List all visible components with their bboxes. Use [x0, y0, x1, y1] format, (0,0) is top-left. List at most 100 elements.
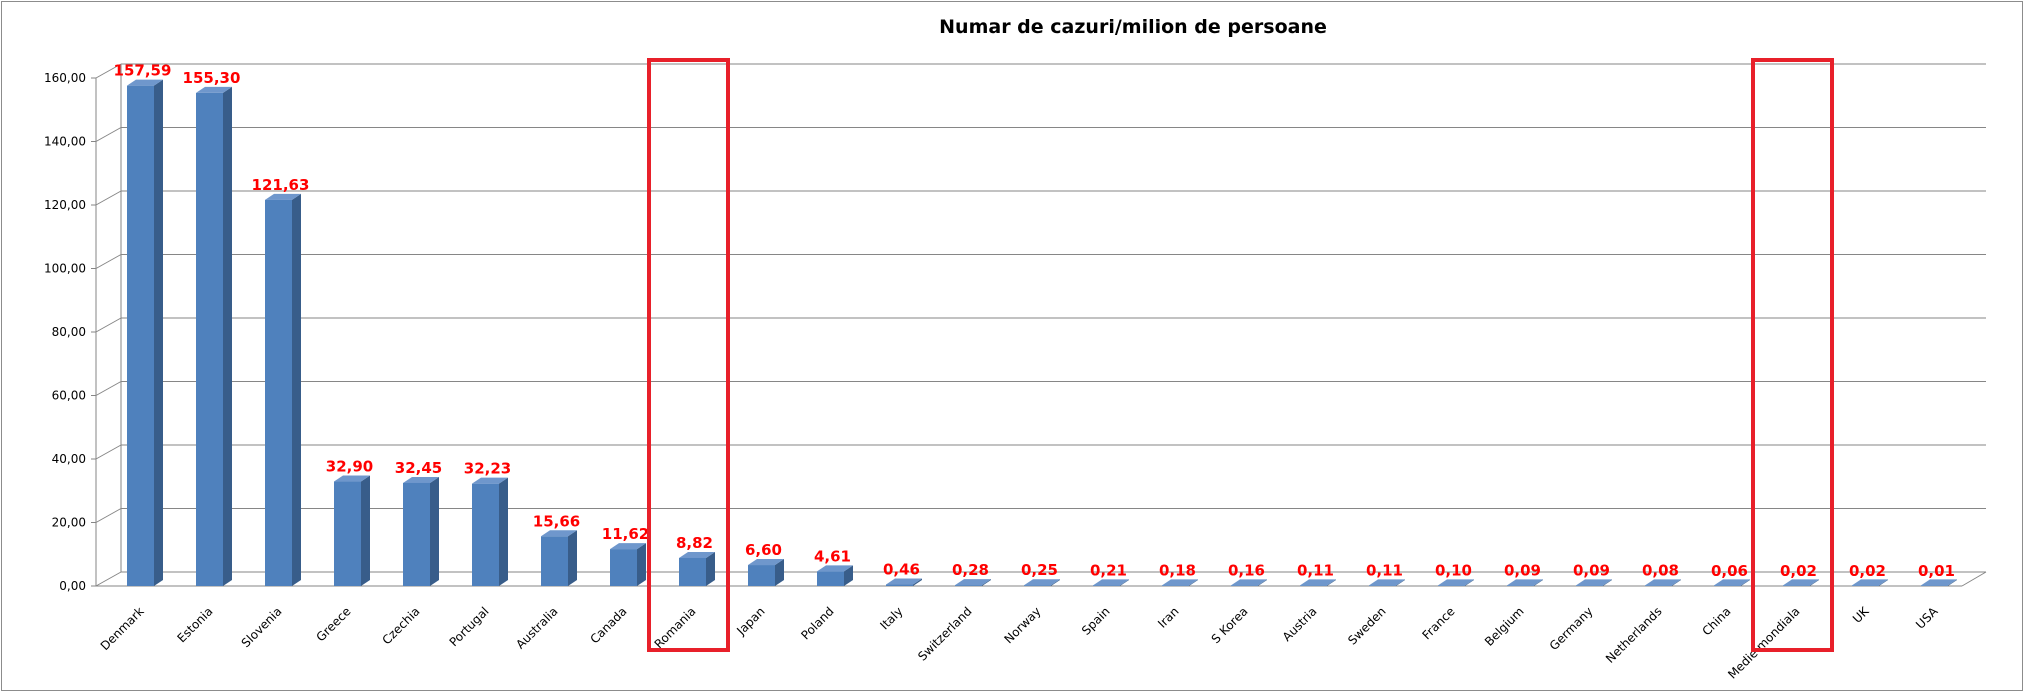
bar-top — [1576, 579, 1612, 586]
y-tick-label: 0,00 — [59, 579, 86, 593]
bar-s-korea — [1231, 579, 1267, 586]
x-tick-label: Australia — [513, 604, 560, 651]
bar-side — [982, 579, 991, 586]
data-label: 32,23 — [464, 460, 511, 478]
bar-side — [1810, 579, 1819, 586]
data-labels: 157,59 155,30 121,63 32,90 32,45 32,23 15,66 11… — [114, 62, 1955, 580]
bar-front — [1507, 585, 1534, 586]
bar-front — [1438, 585, 1465, 586]
x-tick-label: China — [1699, 604, 1733, 638]
bar-top — [748, 559, 784, 566]
bar-front — [403, 482, 430, 586]
x-tick-label: France — [1420, 604, 1458, 642]
x-tick-label: Japan — [733, 604, 767, 638]
bar-top — [679, 551, 715, 558]
x-tick-label: Spain — [1079, 604, 1113, 638]
bar-top — [1645, 579, 1681, 586]
bar-side — [1327, 579, 1336, 586]
bar-side — [430, 476, 439, 586]
bar-top — [1921, 579, 1957, 586]
bar-side — [637, 543, 646, 586]
bar-czechia — [403, 476, 439, 586]
data-label: 32,90 — [326, 458, 373, 476]
bar-top — [886, 578, 922, 585]
gridline-depth — [95, 254, 122, 269]
gridline-depth — [95, 63, 122, 79]
bar-side — [844, 565, 853, 586]
bar-top — [127, 79, 163, 86]
bar-estonia — [196, 86, 232, 587]
bar-top — [1093, 579, 1129, 586]
bar-side — [361, 475, 370, 586]
bar-front — [1162, 585, 1189, 586]
y-axis-ticks: 0,00 20,00 40,00 60,00 80,00 100,00 120,00 140,… — [44, 71, 86, 593]
bar-top — [196, 86, 232, 93]
x-tick-label: Slovenia — [239, 604, 285, 650]
data-label: 0,10 — [1435, 562, 1472, 580]
bar-poland — [817, 565, 853, 586]
highlight-boxes — [647, 58, 1834, 652]
bar-top — [472, 477, 508, 484]
bar-side — [568, 530, 577, 586]
bar-front — [541, 536, 568, 586]
bar-front — [265, 199, 292, 586]
data-label: 0,11 — [1366, 562, 1403, 580]
bar-france — [1438, 579, 1474, 586]
bar-front — [1093, 585, 1120, 586]
x-tick-label: S Korea — [1209, 604, 1251, 646]
gridline-depth — [95, 444, 122, 460]
gridline-depth — [95, 381, 122, 396]
x-tick-label: Belgium — [1482, 604, 1527, 649]
data-label: 0,09 — [1573, 562, 1610, 580]
bar-front — [886, 584, 913, 586]
x-tick-label: UK — [1850, 603, 1872, 625]
bar-italy — [886, 578, 922, 586]
data-label: 0,28 — [952, 561, 989, 579]
gridline-depth — [95, 190, 122, 206]
bar-front — [1231, 585, 1258, 586]
bar-front — [1852, 585, 1879, 586]
bar-denmark — [127, 79, 163, 587]
data-label: 15,66 — [533, 512, 580, 530]
bar-top — [1714, 579, 1750, 586]
data-label: 4,61 — [814, 547, 851, 565]
data-label: 155,30 — [183, 69, 241, 87]
bar-front — [1645, 585, 1672, 586]
bar-top — [265, 193, 301, 200]
bar-side — [1051, 579, 1060, 586]
bar-side — [913, 578, 922, 586]
x-tick-label: Greece — [314, 604, 354, 644]
x-tick-label: Sweden — [1345, 604, 1388, 647]
data-label: 0,02 — [1780, 562, 1817, 580]
x-tick-label: Denmark — [98, 604, 147, 653]
y-tick-label: 40,00 — [52, 452, 86, 466]
bar-top — [403, 476, 439, 483]
data-label: 0,16 — [1228, 561, 1265, 579]
bar-side — [292, 193, 301, 586]
bar-front — [472, 483, 499, 586]
bar-side — [499, 477, 508, 586]
y-tick-label: 120,00 — [44, 198, 86, 212]
data-label: 0,02 — [1849, 562, 1886, 580]
bar-netherlands — [1645, 579, 1681, 586]
data-label: 6,60 — [745, 541, 782, 559]
bar-side — [775, 559, 784, 586]
bar-side — [1741, 579, 1750, 586]
data-label: 0,18 — [1159, 561, 1196, 579]
bar-side — [1603, 579, 1612, 586]
bar-spain — [1093, 579, 1129, 586]
gridline-depth — [95, 127, 122, 142]
bar-front — [1576, 585, 1603, 586]
bar-front — [196, 92, 223, 587]
bar-front — [1300, 585, 1327, 586]
x-tick-label: Romania — [652, 604, 699, 651]
highlight-box — [1751, 58, 1834, 652]
data-label: 0,46 — [883, 561, 920, 579]
gridline-depth — [95, 508, 122, 523]
bar-side — [1534, 579, 1543, 586]
bar-top — [1852, 579, 1888, 586]
data-label: 157,59 — [114, 62, 172, 80]
y-tick-label: 20,00 — [52, 516, 86, 530]
bar-front — [955, 585, 982, 586]
bar-top — [1162, 579, 1198, 586]
